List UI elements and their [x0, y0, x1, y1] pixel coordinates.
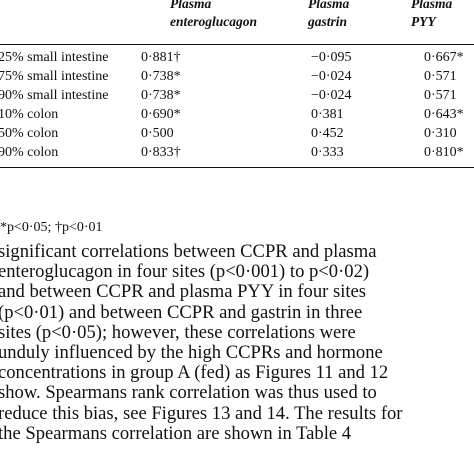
paragraph-line: unduly influenced by the high CCPRs and …: [0, 342, 383, 364]
row-gastrin: 0·452: [311, 126, 344, 141]
paragraph-line: show. Spearmans rank correlation was thu…: [0, 382, 377, 404]
table-row: 75% small intestine 0·738* −0·024 0·571: [0, 69, 474, 88]
header-pyy: Plasma PYY: [411, 0, 452, 31]
row-gastrin: −0·024: [311, 88, 352, 103]
row-site: 25% small intestine: [0, 50, 109, 65]
row-site: 90% small intestine: [0, 88, 109, 103]
paragraph-line: (p<0·01) and between CCPR and gastrin in…: [0, 301, 363, 323]
row-enteroglucagon: 0·833†: [141, 145, 181, 160]
body-paragraph: significant correlations between CCPR an…: [0, 241, 474, 444]
paragraph-line: sites (p<0·05); however, these correlati…: [0, 321, 356, 343]
row-site: 75% small intestine: [0, 69, 109, 84]
row-site: 50% colon: [0, 126, 59, 141]
table-row: 25% small intestine 0·881† −0·095 0·667*: [0, 50, 474, 69]
table-top-rule: [0, 44, 474, 45]
paragraph-line: reduce this bias, see Figures 13 and 14.…: [0, 402, 403, 424]
header-gastrin-line1: Plasma: [308, 0, 350, 11]
row-gastrin: −0·024: [311, 69, 352, 84]
header-gastrin: Plasma gastrin: [308, 0, 349, 31]
row-pyy: 0·310: [424, 126, 457, 141]
row-site: 10% colon: [0, 107, 59, 122]
table-row: 50% colon 0·500 0·452 0·310: [0, 126, 474, 145]
header-pyy-line1: Plasma: [411, 0, 453, 11]
row-pyy: 0·667*: [424, 50, 464, 65]
row-enteroglucagon: 0·738*: [141, 69, 181, 84]
table-row: 90% colon 0·833† 0·333 0·810*: [0, 145, 474, 164]
paragraph-line: and between CCPR and plasma PYY in four …: [0, 281, 367, 303]
paragraph-line: concentrations in group A (fed) as Figur…: [0, 362, 389, 384]
row-enteroglucagon: 0·881†: [141, 50, 181, 65]
table-row: 10% colon 0·690* 0·381 0·643*: [0, 107, 474, 126]
header-enteroglucagon-line1: Plasma: [170, 0, 212, 11]
paragraph-line: enteroglucagon in four sites (p<0·001) t…: [0, 261, 370, 283]
row-enteroglucagon: 0·738*: [141, 88, 181, 103]
paragraph-line: significant correlations between CCPR an…: [0, 241, 377, 262]
row-site: 90% colon: [0, 145, 59, 160]
row-gastrin: 0·333: [311, 145, 344, 160]
table-footnote: *p<0·05; †p<0·01: [0, 220, 103, 235]
row-pyy: 0·571: [424, 69, 457, 84]
header-gastrin-line2: gastrin: [308, 14, 348, 29]
table-bottom-rule: [0, 167, 474, 168]
table-row: 90% small intestine 0·738* −0·024 0·571: [0, 88, 474, 107]
paragraph-line: the Spearmans correlation are shown in T…: [0, 422, 352, 444]
row-gastrin: −0·095: [311, 50, 352, 65]
header-enteroglucagon: Plasma enteroglucagon: [170, 0, 257, 31]
row-enteroglucagon: 0·690*: [141, 107, 181, 122]
header-pyy-line2: PYY: [411, 14, 436, 29]
row-enteroglucagon: 0·500: [141, 126, 174, 141]
header-enteroglucagon-line2: enteroglucagon: [170, 14, 258, 29]
row-pyy: 0·571: [424, 88, 457, 103]
row-gastrin: 0·381: [311, 107, 344, 122]
row-pyy: 0·810*: [424, 145, 464, 160]
row-pyy: 0·643*: [424, 107, 464, 122]
